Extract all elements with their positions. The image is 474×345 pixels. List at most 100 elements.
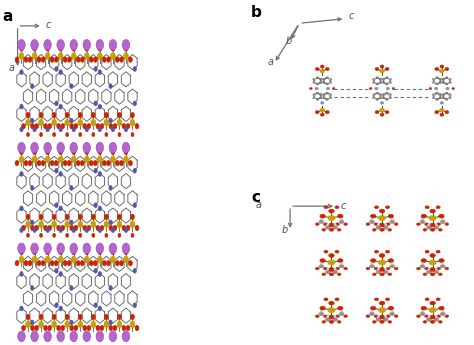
Circle shape [111, 149, 115, 155]
Circle shape [344, 223, 347, 225]
Circle shape [374, 206, 379, 209]
Circle shape [96, 331, 104, 342]
Circle shape [122, 243, 130, 254]
Circle shape [322, 229, 326, 231]
Circle shape [316, 98, 319, 100]
Circle shape [44, 243, 51, 254]
Circle shape [374, 82, 376, 83]
Circle shape [313, 93, 315, 96]
Circle shape [373, 93, 375, 96]
Circle shape [440, 65, 444, 68]
Circle shape [85, 46, 89, 51]
Circle shape [376, 318, 381, 321]
Circle shape [109, 124, 113, 129]
Circle shape [31, 325, 35, 331]
Circle shape [72, 228, 75, 233]
Circle shape [28, 260, 32, 266]
Circle shape [110, 156, 115, 163]
Circle shape [381, 229, 384, 231]
Circle shape [44, 142, 51, 153]
Circle shape [22, 225, 26, 231]
Circle shape [27, 233, 29, 237]
Circle shape [315, 111, 319, 114]
Circle shape [59, 149, 63, 155]
Circle shape [105, 132, 108, 137]
Circle shape [435, 316, 438, 318]
Circle shape [54, 160, 58, 166]
Circle shape [117, 119, 122, 126]
Circle shape [376, 270, 381, 274]
Circle shape [70, 124, 73, 129]
Circle shape [428, 268, 430, 270]
Circle shape [52, 321, 56, 328]
Circle shape [91, 221, 96, 228]
Circle shape [46, 228, 49, 233]
Circle shape [379, 97, 382, 99]
Circle shape [109, 325, 113, 331]
Circle shape [446, 77, 448, 79]
Circle shape [420, 220, 425, 224]
Circle shape [446, 87, 449, 90]
Circle shape [93, 160, 97, 166]
Circle shape [328, 78, 330, 80]
Circle shape [100, 124, 104, 129]
Circle shape [128, 260, 132, 266]
Circle shape [320, 69, 325, 73]
Circle shape [102, 57, 106, 62]
Circle shape [320, 259, 325, 263]
Circle shape [339, 265, 344, 268]
Circle shape [385, 250, 390, 253]
Circle shape [37, 57, 41, 62]
Circle shape [91, 119, 96, 126]
Circle shape [432, 97, 435, 99]
Circle shape [28, 160, 32, 166]
Circle shape [122, 225, 126, 231]
Circle shape [421, 306, 427, 310]
Circle shape [70, 243, 78, 254]
Circle shape [388, 94, 390, 96]
Circle shape [337, 321, 341, 323]
Circle shape [52, 112, 56, 118]
Circle shape [417, 223, 420, 225]
Circle shape [109, 320, 112, 325]
Circle shape [67, 160, 71, 166]
Circle shape [59, 272, 63, 276]
Circle shape [55, 168, 58, 173]
Circle shape [118, 233, 121, 237]
Circle shape [27, 132, 29, 137]
Circle shape [128, 160, 132, 166]
Circle shape [59, 206, 63, 211]
Circle shape [337, 259, 343, 263]
Circle shape [65, 119, 70, 126]
Circle shape [59, 104, 63, 109]
Circle shape [430, 315, 436, 319]
Circle shape [94, 168, 97, 173]
Circle shape [425, 315, 428, 317]
Circle shape [329, 97, 332, 99]
Circle shape [81, 57, 84, 62]
Circle shape [109, 84, 112, 89]
Circle shape [314, 97, 316, 99]
Circle shape [45, 52, 50, 59]
Circle shape [59, 70, 63, 75]
Circle shape [334, 316, 337, 318]
Circle shape [124, 127, 128, 132]
Circle shape [335, 298, 339, 301]
Circle shape [340, 310, 343, 312]
Circle shape [94, 203, 97, 208]
Circle shape [434, 270, 439, 274]
Circle shape [382, 93, 385, 96]
Circle shape [133, 268, 137, 273]
Circle shape [98, 104, 101, 109]
Circle shape [35, 325, 38, 331]
Circle shape [439, 81, 442, 83]
Circle shape [70, 220, 73, 225]
Circle shape [319, 265, 324, 268]
Circle shape [337, 214, 343, 218]
Circle shape [386, 87, 389, 90]
Circle shape [98, 156, 102, 163]
Circle shape [78, 112, 82, 118]
Circle shape [41, 160, 45, 166]
Circle shape [18, 331, 25, 342]
Circle shape [333, 270, 337, 274]
